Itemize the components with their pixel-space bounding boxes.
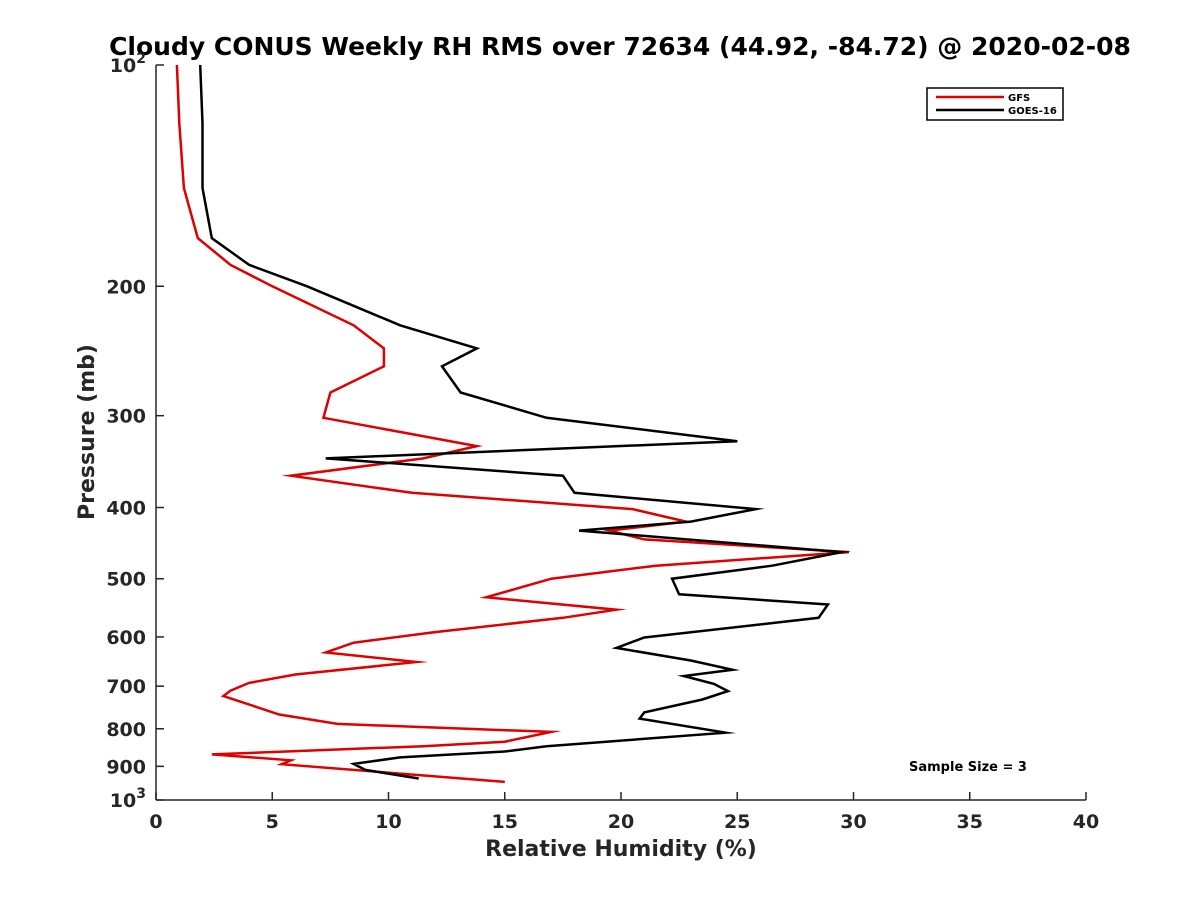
x-tick-label: 25 <box>724 811 750 833</box>
series-layer <box>175 64 852 784</box>
y-tick-label: 700 <box>106 676 146 698</box>
y-tick-label: 103 <box>110 786 146 812</box>
legend: GFS GOES-16 <box>926 87 1064 121</box>
legend-label-gfs: GFS <box>1008 93 1030 104</box>
series-line-gfs <box>175 64 849 784</box>
chart-title: Cloudy CONUS Weekly RH RMS over 72634 (4… <box>109 32 1131 61</box>
x-tick-label: 35 <box>957 811 983 833</box>
x-tick-label: 20 <box>608 811 634 833</box>
x-tick-label: 0 <box>149 811 162 833</box>
y-tick-label: 200 <box>106 276 146 298</box>
y-tick-label: 300 <box>106 406 146 428</box>
y-tick-label: 400 <box>106 498 146 520</box>
x-axis-ticks: 0 5 10 15 20 25 30 35 40 <box>149 792 1099 833</box>
legend-label-goes16: GOES-16 <box>1008 106 1057 117</box>
y-axis-ticks: 102 200 300 400 500 600 700 800 900 103 <box>106 51 164 812</box>
x-tick-label: 40 <box>1073 811 1099 833</box>
y-axis-label: Pressure (mb) <box>75 344 100 520</box>
x-axis-label: Relative Humidity (%) <box>485 837 757 862</box>
x-tick-label: 5 <box>266 811 279 833</box>
plot-area: 0 5 10 15 20 25 30 35 40 102 200 300 400 500 600 700 80… <box>106 51 1099 833</box>
sample-size-annotation: Sample Size = 3 <box>909 760 1027 775</box>
y-tick-label: 500 <box>106 569 146 591</box>
x-tick-label: 10 <box>375 811 401 833</box>
x-tick-label: 30 <box>840 811 866 833</box>
y-tick-label: 102 <box>110 51 146 77</box>
y-tick-label: 600 <box>106 627 146 649</box>
x-tick-label: 15 <box>492 811 518 833</box>
y-tick-label: 800 <box>106 719 146 741</box>
series-line-goes16 <box>198 64 852 780</box>
y-tick-label: 900 <box>106 756 146 778</box>
legend-box <box>926 87 1064 121</box>
